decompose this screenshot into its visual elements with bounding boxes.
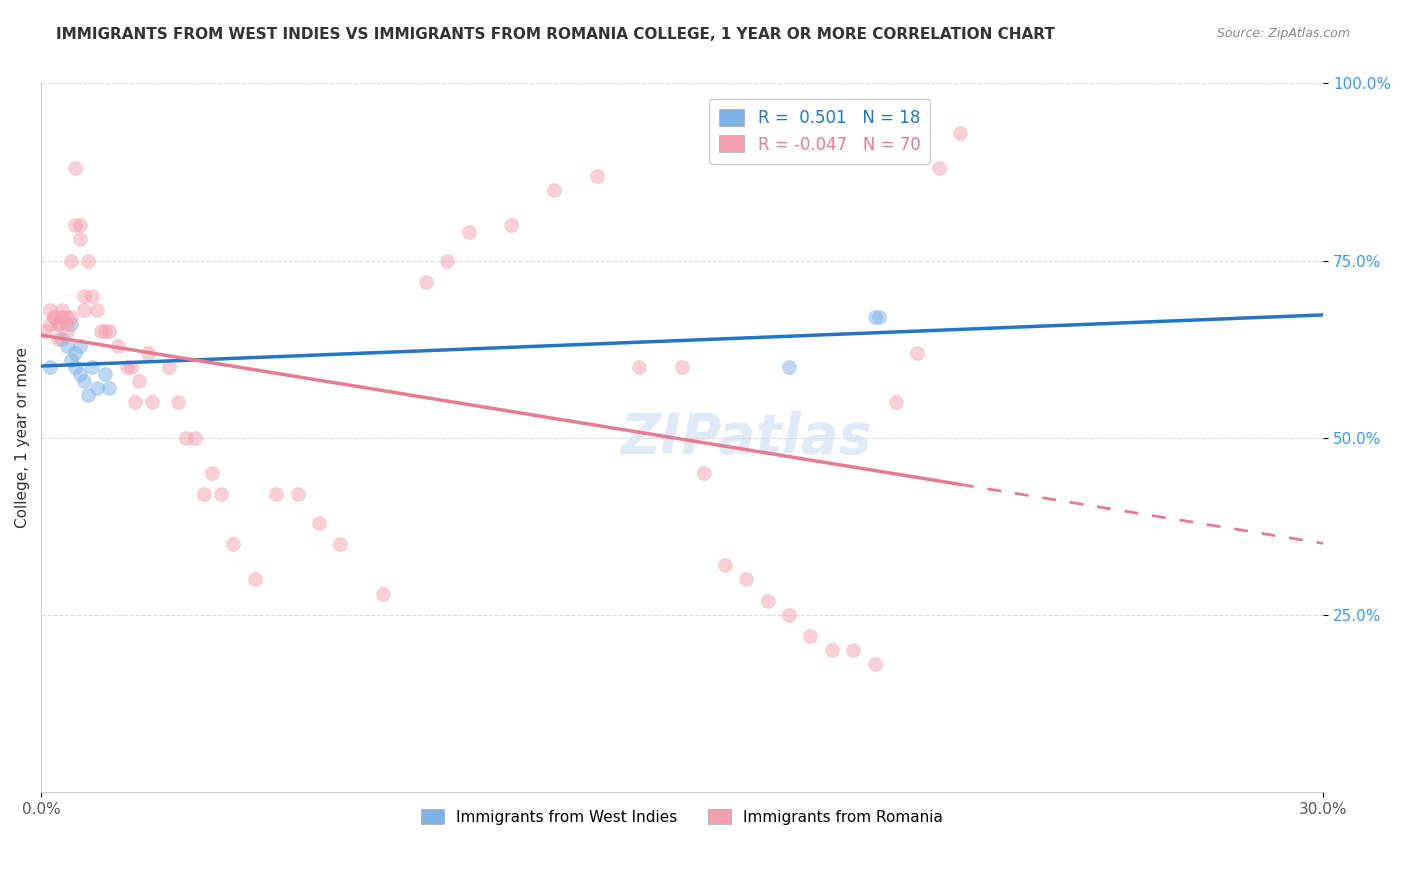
Point: [86, 381, 108, 395]
Point: [821, 643, 844, 657]
Point: [51, 310, 73, 325]
Point: [868, 310, 890, 325]
Point: [107, 338, 129, 352]
Point: [38, 318, 60, 332]
Point: [65, 345, 87, 359]
Point: [905, 345, 928, 359]
Point: [115, 359, 138, 374]
Point: [136, 345, 159, 359]
Legend: Immigrants from West Indies, Immigrants from Romania: Immigrants from West Indies, Immigrants …: [412, 799, 952, 834]
Point: [46, 318, 69, 332]
Point: [55, 325, 77, 339]
Point: [60, 352, 83, 367]
Point: [86, 303, 108, 318]
Point: [73, 289, 96, 303]
Point: [38, 303, 60, 318]
Point: [157, 359, 180, 374]
Text: Source: ZipAtlas.com: Source: ZipAtlas.com: [1216, 27, 1350, 40]
Point: [34, 325, 56, 339]
Point: [243, 573, 266, 587]
Point: [692, 466, 714, 480]
Point: [55, 310, 77, 325]
Point: [884, 395, 907, 409]
Point: [60, 253, 83, 268]
Point: [94, 367, 117, 381]
Point: [329, 537, 352, 551]
Point: [128, 374, 150, 388]
Point: [308, 516, 330, 530]
Point: [201, 466, 224, 480]
Point: [457, 225, 479, 239]
Point: [928, 161, 950, 176]
Point: [141, 395, 163, 409]
Point: [222, 537, 245, 551]
Point: [735, 573, 758, 587]
Point: [436, 253, 458, 268]
Point: [55, 318, 77, 332]
Point: [799, 629, 821, 643]
Point: [42, 310, 65, 325]
Text: IMMIGRANTS FROM WEST INDIES VS IMMIGRANTS FROM ROMANIA COLLEGE, 1 YEAR OR MORE C: IMMIGRANTS FROM WEST INDIES VS IMMIGRANT…: [56, 27, 1054, 42]
Point: [863, 310, 886, 325]
Point: [55, 338, 77, 352]
Point: [82, 359, 104, 374]
Point: [60, 310, 83, 325]
Point: [371, 586, 394, 600]
Point: [42, 310, 65, 325]
Point: [778, 607, 800, 622]
Point: [98, 325, 121, 339]
Point: [264, 487, 287, 501]
Point: [90, 325, 112, 339]
Point: [628, 359, 651, 374]
Point: [51, 331, 73, 345]
Point: [184, 431, 207, 445]
Point: [415, 275, 437, 289]
Point: [65, 218, 87, 232]
Point: [46, 318, 69, 332]
Point: [209, 487, 232, 501]
Point: [778, 359, 800, 374]
Point: [287, 487, 309, 501]
Point: [69, 367, 91, 381]
Point: [65, 359, 87, 374]
Point: [671, 359, 693, 374]
Point: [65, 161, 87, 176]
Point: [585, 169, 607, 183]
Point: [51, 303, 73, 318]
Y-axis label: College, 1 year or more: College, 1 year or more: [15, 347, 30, 528]
Point: [98, 381, 121, 395]
Point: [77, 388, 100, 402]
Point: [501, 218, 523, 232]
Text: ZIPatlas: ZIPatlas: [620, 410, 872, 465]
Point: [77, 253, 100, 268]
Point: [863, 657, 886, 672]
Point: [60, 318, 83, 332]
Point: [714, 558, 737, 573]
Point: [176, 431, 198, 445]
Point: [82, 289, 104, 303]
Point: [69, 218, 91, 232]
Point: [69, 338, 91, 352]
Point: [46, 331, 69, 345]
Point: [73, 374, 96, 388]
Point: [94, 325, 117, 339]
Point: [949, 126, 972, 140]
Point: [167, 395, 190, 409]
Point: [193, 487, 215, 501]
Point: [543, 183, 565, 197]
Point: [120, 359, 142, 374]
Point: [38, 359, 60, 374]
Point: [756, 593, 779, 607]
Point: [69, 232, 91, 246]
Point: [124, 395, 146, 409]
Point: [73, 303, 96, 318]
Point: [842, 643, 865, 657]
Point: [51, 310, 73, 325]
